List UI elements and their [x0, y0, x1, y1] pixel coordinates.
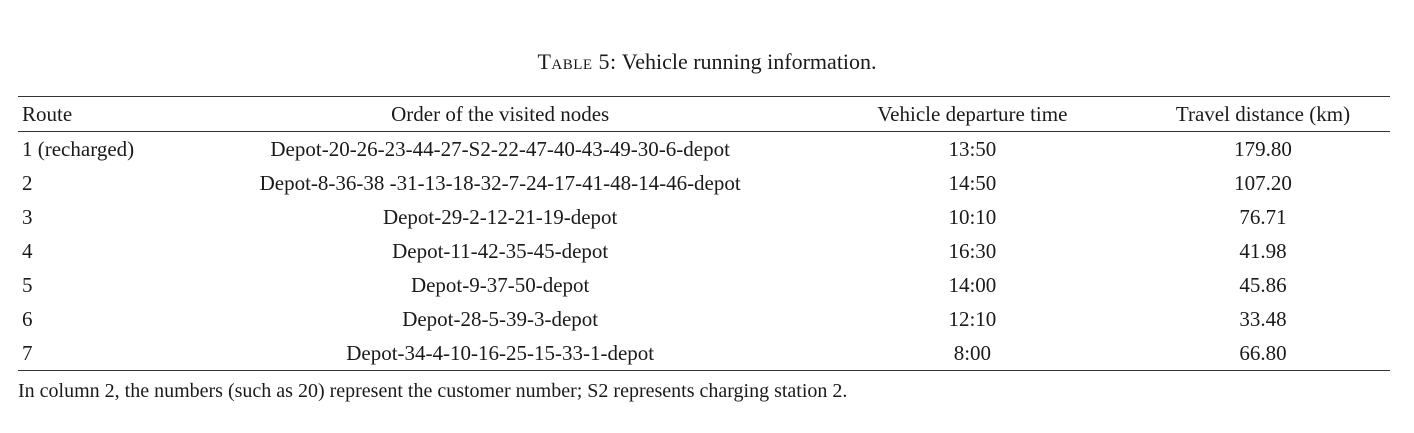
cell-route: 4: [22, 238, 33, 263]
cell-travel-distance: 76.71: [1239, 204, 1287, 229]
table-row: 4 Depot-11-42-35-45-depot 16:30 41.98: [18, 234, 1390, 268]
vehicle-running-table: Route Order of the visited nodes Vehicle…: [18, 96, 1390, 371]
table-caption-text: Vehicle running information.: [621, 49, 877, 74]
table-row: 1 (recharged) Depot-20-26-23-44-27-S2-22…: [18, 132, 1390, 167]
cell-departure-time: 12:10: [948, 306, 997, 331]
cell-departure-time: 13:50: [948, 136, 997, 161]
table-caption: Table 5: Vehicle running information.: [0, 48, 1414, 76]
table-row: 3 Depot-29-2-12-21-19-depot 10:10 76.71: [18, 200, 1390, 234]
header-route: Route: [22, 101, 73, 126]
cell-travel-distance: 179.80: [1234, 136, 1292, 161]
cell-travel-distance: 107.20: [1234, 170, 1292, 195]
cell-order: Depot-11-42-35-45-depot: [392, 238, 609, 263]
header-order: Order of the visited nodes: [391, 101, 610, 126]
cell-order: Depot-34-4-10-16-25-15-33-1-depot: [346, 340, 655, 365]
table-row: 7 Depot-34-4-10-16-25-15-33-1-depot 8:00…: [18, 336, 1390, 371]
cell-route: 5: [22, 272, 33, 297]
header-travel-distance: Travel distance (km): [1175, 101, 1351, 126]
cell-order: Depot-20-26-23-44-27-S2-22-47-40-43-49-3…: [270, 136, 730, 161]
table-header-row: Route Order of the visited nodes Vehicle…: [18, 96, 1390, 132]
cell-route: 3: [22, 204, 33, 229]
cell-departure-time: 14:50: [948, 170, 997, 195]
table-row: 5 Depot-9-37-50-depot 14:00 45.86: [18, 268, 1390, 302]
cell-travel-distance: 41.98: [1239, 238, 1287, 263]
table-row: 6 Depot-28-5-39-3-depot 12:10 33.48: [18, 302, 1390, 336]
cell-departure-time: 10:10: [948, 204, 997, 229]
cell-route: 6: [22, 306, 33, 331]
table-footnote: In column 2, the numbers (such as 20) re…: [18, 380, 848, 402]
table-row: 2 Depot-8-36-38 -31-13-18-32-7-24-17-41-…: [18, 166, 1390, 200]
cell-order: Depot-9-37-50-depot: [410, 272, 590, 297]
cell-departure-time: 8:00: [953, 340, 992, 365]
cell-order: Depot-28-5-39-3-depot: [402, 306, 599, 331]
cell-order: Depot-29-2-12-21-19-depot: [382, 204, 618, 229]
cell-departure-time: 16:30: [948, 238, 997, 263]
cell-travel-distance: 66.80: [1239, 340, 1287, 365]
header-departure-time: Vehicle departure time: [877, 101, 1068, 126]
cell-route: 1 (recharged): [22, 136, 135, 161]
cell-route: 2: [22, 170, 33, 195]
cell-route: 7: [22, 340, 33, 365]
cell-departure-time: 14:00: [948, 272, 997, 297]
cell-travel-distance: 45.86: [1239, 272, 1287, 297]
cell-order: Depot-8-36-38 -31-13-18-32-7-24-17-41-48…: [259, 170, 741, 195]
table-caption-label: Table 5:: [537, 49, 617, 74]
cell-travel-distance: 33.48: [1239, 306, 1287, 331]
